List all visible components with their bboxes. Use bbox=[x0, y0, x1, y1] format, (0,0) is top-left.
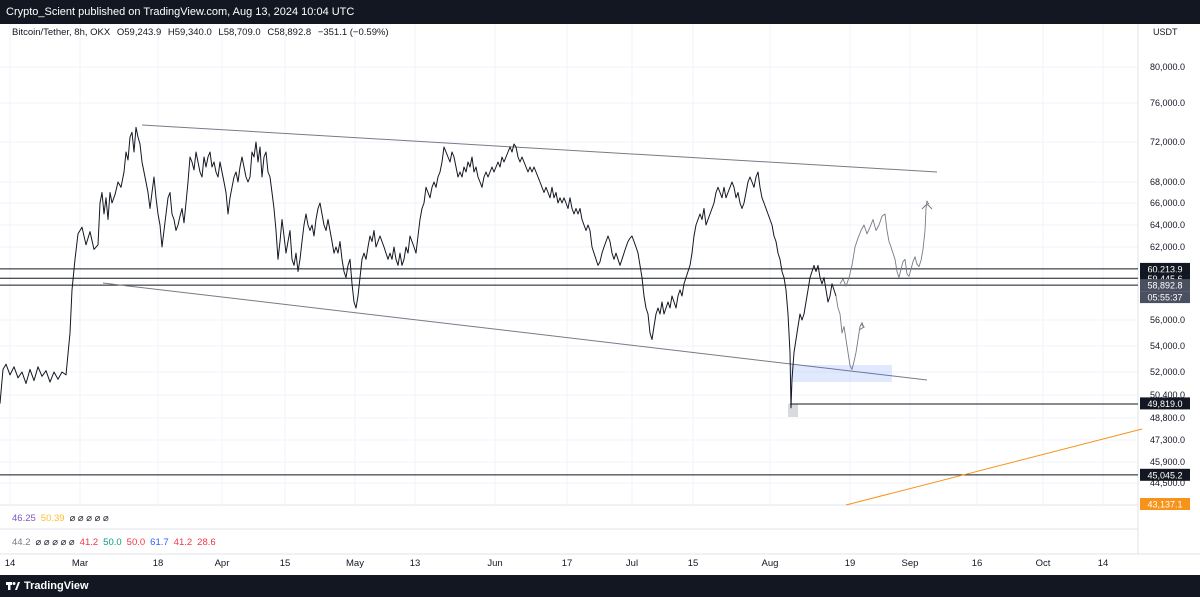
y-tick-11: 48,800.0 bbox=[1150, 413, 1185, 423]
price-labels: 60,213.959,445.658,892.8 05:55:37 49,819.0… bbox=[1140, 262, 1190, 510]
x-tick-3: Apr bbox=[215, 558, 230, 569]
x-tick-12: 19 bbox=[845, 558, 856, 569]
y-tick-12: 47,300.0 bbox=[1150, 435, 1185, 445]
y-tick-8: 54,000.0 bbox=[1150, 341, 1185, 351]
orange-trendline[interactable] bbox=[845, 428, 1143, 506]
price-chart[interactable]: Bitcoin/Tether, 8h, OKX O59,243.9 H59,34… bbox=[0, 24, 1200, 575]
y-tick-0: 80,000.0 bbox=[1150, 62, 1185, 72]
price-label-4: 49,819.0 bbox=[1147, 399, 1182, 409]
chart-area[interactable]: Bitcoin/Tether, 8h, OKX O59,243.9 H59,34… bbox=[0, 24, 1200, 575]
brand-name: TradingView bbox=[24, 580, 89, 592]
grid bbox=[0, 24, 1138, 505]
x-tick-15: Oct bbox=[1036, 558, 1051, 569]
y-tick-10: 50,400.0 bbox=[1150, 390, 1185, 400]
y-tick-13: 45,900.0 bbox=[1150, 457, 1185, 467]
y-tick-6: 62,000.0 bbox=[1150, 242, 1185, 252]
published-header: Crypto_Scient published on TradingView.c… bbox=[0, 0, 1200, 24]
x-tick-16: 14 bbox=[1098, 558, 1109, 569]
price-axis[interactable]: 80,000.0 76,000.0 72,000.0 68,000.0 66,000.0… bbox=[1150, 62, 1185, 488]
y-tick-3: 68,000.0 bbox=[1150, 177, 1185, 187]
y-tick-1: 76,000.0 bbox=[1150, 98, 1185, 108]
price-label-6: 43,137.1 bbox=[1147, 500, 1182, 510]
price-label-5: 45,045.2 bbox=[1147, 470, 1182, 480]
x-tick-0: 14 bbox=[5, 558, 16, 569]
x-tick-7: Jun bbox=[487, 558, 502, 569]
y-tick-9: 52,000.0 bbox=[1150, 367, 1185, 377]
price-series-group bbox=[0, 126, 930, 409]
price-label-bg-2 bbox=[1140, 279, 1190, 292]
price-label-bg-3 bbox=[1140, 291, 1190, 304]
price-series-2[interactable] bbox=[839, 200, 930, 287]
x-tick-10: 15 bbox=[688, 558, 699, 569]
price-label-bg-5 bbox=[1140, 468, 1190, 481]
x-tick-1: Mar bbox=[72, 558, 88, 569]
price-label-bg-6 bbox=[1140, 498, 1190, 510]
indicator-1-values: 46.25 50.39 ⌀ ⌀ ⌀ ⌀ ⌀ bbox=[12, 513, 109, 524]
y-tick-2: 72,000.0 bbox=[1150, 137, 1185, 147]
price-label-bg-4 bbox=[1140, 397, 1190, 410]
demand-zone-box[interactable] bbox=[791, 365, 892, 382]
x-tick-9: Jul bbox=[626, 558, 638, 569]
channel-upper-trendline[interactable] bbox=[141, 124, 938, 173]
price-label-2: 58,892.8 bbox=[1147, 281, 1182, 291]
price-label-1: 59,445.6 bbox=[1147, 274, 1182, 284]
currency-label: USDT bbox=[1153, 27, 1178, 37]
x-tick-11: Aug bbox=[762, 558, 779, 569]
horizontal-levels[interactable] bbox=[0, 268, 1138, 476]
y-tick-7: 56,000.0 bbox=[1150, 315, 1185, 325]
indicator-2-values: 44.2 ⌀ ⌀ ⌀ ⌀ ⌀ 41.2 50.0 50.0 61.7 41.2 28.6 bbox=[12, 537, 216, 548]
projection-arrow-small bbox=[858, 323, 865, 331]
price-label-3: 05:55:37 bbox=[1147, 293, 1182, 303]
projection-arrow-up bbox=[921, 203, 933, 210]
x-tick-13: Sep bbox=[902, 558, 919, 569]
wick-marker-box bbox=[788, 404, 798, 417]
x-tick-8: 17 bbox=[562, 558, 573, 569]
y-tick-14: 44,500.0 bbox=[1150, 478, 1185, 488]
y-tick-5: 64,000.0 bbox=[1150, 220, 1185, 230]
price-label-0: 60,213.9 bbox=[1147, 264, 1182, 274]
y-tick-4: 66,000.0 bbox=[1150, 198, 1185, 208]
footer-bar: TradingView bbox=[0, 575, 1200, 597]
price-series-1[interactable] bbox=[835, 295, 865, 370]
x-tick-6: 13 bbox=[410, 558, 421, 569]
tradingview-logo-icon bbox=[6, 582, 20, 590]
x-tick-4: 15 bbox=[280, 558, 291, 569]
x-tick-2: 18 bbox=[153, 558, 164, 569]
price-label-bg-0 bbox=[1140, 262, 1190, 275]
price-series-0[interactable] bbox=[0, 126, 837, 409]
channel-lower-trendline[interactable] bbox=[102, 282, 928, 381]
x-tick-14: 16 bbox=[972, 558, 983, 569]
time-axis[interactable]: 14 Mar 18 Apr 15 May 13 Jun 17 Jul 15 Aug 19 Sep 16 Oct… bbox=[5, 558, 1109, 569]
x-tick-5: May bbox=[346, 558, 364, 569]
published-text: Crypto_Scient published on TradingView.c… bbox=[6, 6, 355, 18]
symbol-info: Bitcoin/Tether, 8h, OKX O59,243.9 H59,34… bbox=[12, 27, 389, 38]
